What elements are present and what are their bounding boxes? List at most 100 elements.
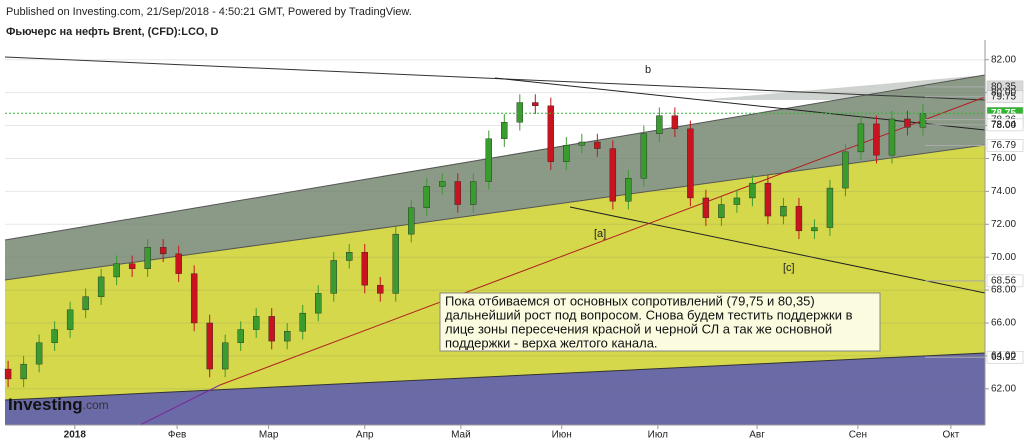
candle-body: [826, 187, 834, 228]
candle-body: [671, 115, 679, 130]
candle-body: [439, 181, 446, 187]
plot-area: [4, 40, 986, 426]
annotation: [a]: [594, 228, 606, 240]
candle-body: [175, 253, 182, 274]
y-tick-label: 68.00: [991, 285, 1016, 296]
candle-body: [35, 342, 43, 365]
candle-body: [873, 123, 880, 156]
candle-body: [501, 122, 508, 139]
candle-body: [609, 148, 617, 202]
x-tick-label: Сен: [849, 430, 867, 441]
candle-body: [408, 207, 415, 235]
candle-body: [237, 329, 244, 343]
candle-body: [253, 316, 260, 330]
level-label: 76.79: [991, 140, 1016, 151]
candle-body: [687, 128, 694, 199]
chart-title: Фьючерс на нефть Brent, (CFD):LCO, D: [6, 26, 219, 38]
candle-body: [82, 296, 89, 311]
channel-line: [4, 352, 986, 401]
grid: [5, 59, 989, 429]
gray-channel: [5, 75, 985, 280]
y-tick-label: 74.00: [991, 186, 1016, 197]
candle-body: [377, 284, 384, 294]
level-box: [986, 274, 1024, 288]
candle-body: [454, 181, 461, 205]
level-box: [986, 350, 1024, 364]
y-tick-label: 62.00: [991, 383, 1016, 394]
candle-body: [51, 329, 58, 343]
candle-body: [20, 363, 27, 380]
annotation: [c]: [783, 262, 795, 274]
purple-line: [139, 384, 221, 426]
candle-body: [66, 309, 74, 330]
top-space: [5, 40, 985, 240]
level-box: [986, 118, 1024, 132]
candle-body: [842, 151, 849, 189]
candle-body: [144, 247, 151, 269]
x-tick-label: Окт: [942, 430, 959, 441]
candle-body: [764, 182, 772, 217]
candle-body: [578, 141, 586, 146]
blue-zone: [5, 353, 985, 425]
candle-body: [904, 118, 911, 128]
logo: Investing.com: [8, 395, 109, 414]
candle-body: [702, 197, 710, 218]
level-label: 79.75: [991, 91, 1016, 102]
candle-body: [190, 273, 198, 324]
level-label: 63.92: [991, 352, 1016, 363]
x-tick-label: 2018: [64, 430, 87, 441]
note-line: дальнейший рост под вопросом. Снова буде…: [445, 307, 853, 322]
x-tick-label: Мар: [259, 430, 279, 441]
candle-body: [97, 276, 105, 297]
candle-body: [780, 205, 787, 217]
red-support-line: [219, 96, 986, 386]
candle-body: [888, 118, 896, 156]
candle-body: [547, 105, 555, 162]
candle-body: [485, 138, 492, 182]
level-box: [986, 139, 1024, 152]
candle-body: [299, 312, 306, 332]
candle-body: [159, 247, 167, 255]
logo-suffix: .com: [83, 398, 109, 412]
candle-body: [811, 227, 818, 232]
candle-body: [733, 197, 741, 205]
y-tick-label: 72.00: [991, 219, 1016, 230]
x-tick-label: Фев: [168, 430, 186, 441]
y-tick-label: 64.00: [991, 351, 1016, 362]
candle-body: [221, 342, 229, 370]
y-tick-label: 80.00: [991, 87, 1016, 98]
logo-main: Investing: [8, 395, 83, 414]
candle-body: [516, 102, 524, 123]
trend-line: [494, 77, 986, 131]
level-box: [986, 90, 1024, 104]
level-label: 78.04: [991, 120, 1016, 131]
y-tick-label: 82.00: [991, 54, 1016, 65]
candle-body: [284, 331, 291, 342]
note-line: поддержки - верха желтого канала.: [445, 335, 658, 350]
candle-body: [718, 204, 725, 218]
candle-body: [594, 141, 601, 149]
candle-body: [113, 263, 120, 278]
y-tick-label: 76.00: [991, 153, 1016, 164]
x-tick-label: Май: [451, 430, 471, 441]
candle-body: [423, 186, 430, 209]
level-label: 80.35: [991, 82, 1016, 93]
candle-body: [563, 145, 570, 162]
candle-body: [625, 178, 632, 202]
candle-body: [532, 102, 539, 107]
candle-body: [315, 293, 322, 314]
candle-body: [206, 322, 213, 370]
note-line: лице зоны пересечения красной и черной С…: [445, 321, 832, 336]
x-tick-label: Апр: [356, 430, 374, 441]
candle-body: [392, 233, 399, 294]
y-tick-label: 70.00: [991, 252, 1016, 263]
candle-body: [795, 205, 803, 232]
annotation: b: [645, 64, 651, 76]
x-tick-label: Июл: [648, 430, 668, 441]
level-label: 78.75: [991, 108, 1016, 119]
channel-line: [4, 74, 986, 241]
candle-body: [346, 252, 353, 261]
